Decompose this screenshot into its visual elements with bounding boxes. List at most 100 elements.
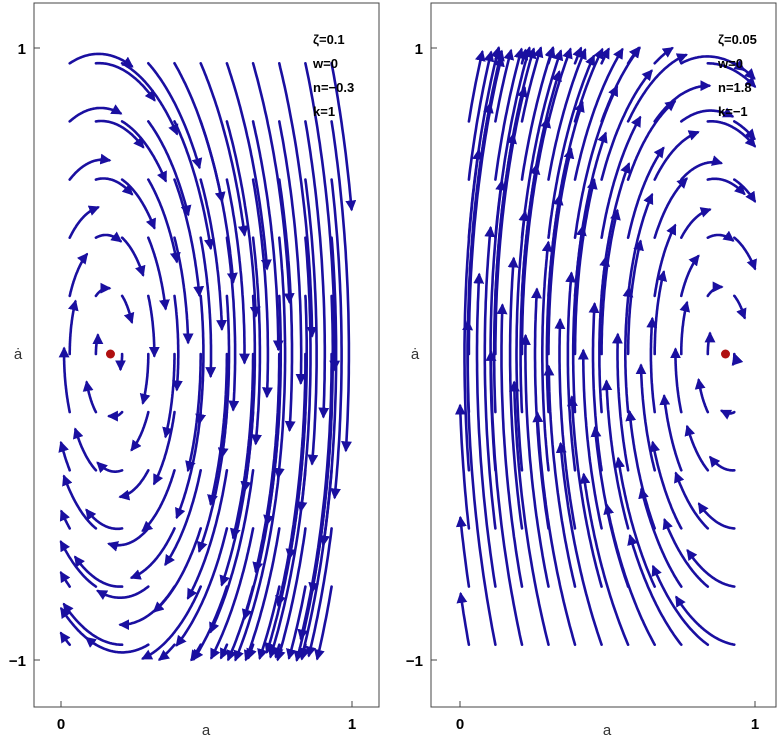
streamline: [68, 205, 100, 239]
streamline: [626, 239, 644, 356]
streamline: [164, 469, 202, 567]
streamline: [153, 410, 176, 486]
streamline: [520, 116, 552, 356]
streamline: [285, 294, 308, 560]
streamline: [74, 555, 124, 588]
streamline: [94, 231, 123, 243]
param-zeta: ζ=0.05: [718, 32, 757, 47]
streamline: [58, 440, 71, 472]
streamline: [600, 162, 631, 298]
streamline: [496, 303, 524, 588]
streamline: [233, 469, 281, 662]
streamline: [225, 120, 261, 318]
y-axis-label: ȧ: [14, 346, 23, 363]
y-tick-label-neg1: −1: [9, 653, 26, 670]
streamline: [147, 236, 170, 311]
streamline: [635, 363, 656, 472]
streamline: [603, 503, 656, 646]
streamline: [455, 515, 471, 588]
streamline: [330, 178, 343, 500]
streamlines: [454, 45, 757, 646]
streamline: [566, 395, 603, 588]
streamline: [296, 236, 312, 513]
streamline: [625, 409, 656, 530]
streamline: [304, 62, 341, 372]
streamline: [573, 178, 598, 356]
param-n: n=−0.3: [313, 80, 354, 95]
streamline: [120, 120, 167, 183]
streamline: [304, 120, 330, 419]
streamline: [709, 455, 736, 472]
streamline: [653, 270, 668, 356]
streamline: [467, 49, 505, 298]
streamline: [706, 230, 735, 242]
streamline: [263, 294, 282, 527]
streamline: [115, 352, 126, 372]
streamline: [120, 236, 146, 277]
streamline: [686, 549, 736, 588]
streamline: [92, 333, 104, 356]
streamline: [649, 440, 683, 530]
streamline: [483, 225, 497, 530]
streamline: [706, 120, 757, 148]
streamline: [573, 47, 604, 123]
streamline: [731, 352, 744, 366]
streamline: [225, 62, 272, 271]
streamline: [120, 294, 135, 324]
streamline: [173, 178, 205, 298]
streamline: [217, 294, 231, 459]
streamline: [94, 282, 112, 298]
streamline: [225, 178, 250, 365]
streamline: [59, 540, 98, 588]
streamline: [573, 131, 608, 298]
left-panel: 0 1 1 −1 a ȧ ζ=0.1 w=0 n=−0.3 k=1: [9, 2, 380, 739]
streamline: [694, 378, 710, 414]
streamline: [680, 254, 700, 298]
param-k: k=1: [313, 104, 335, 119]
streamline: [94, 177, 134, 196]
param-w: w=0: [717, 56, 743, 71]
streamline: [175, 527, 229, 647]
streamline: [273, 236, 287, 480]
streamline: [706, 177, 746, 196]
streamline: [662, 518, 710, 588]
streamline: [679, 300, 691, 356]
streamline: [467, 45, 502, 239]
streamline: [330, 120, 352, 453]
streamline: [199, 236, 217, 379]
streamline: [278, 178, 296, 432]
streamline: [733, 294, 747, 320]
streamline: [107, 527, 150, 552]
y-axis-label: ȧ: [411, 346, 420, 363]
x-axis-label: a: [603, 722, 612, 739]
streamline: [555, 441, 603, 646]
streamline: [130, 410, 150, 452]
streamline: [626, 192, 654, 298]
streamline: [129, 527, 176, 580]
plot-frame: [430, 2, 777, 708]
streamline: [653, 80, 712, 123]
streamline: [520, 70, 562, 298]
streamline: [120, 62, 179, 136]
streamline: [62, 602, 124, 646]
streamline: [627, 534, 683, 646]
streamline: [646, 316, 658, 414]
streamline: [600, 69, 653, 181]
x-tick-label-0: 0: [456, 716, 464, 733]
streamline: [659, 394, 683, 472]
streamline: [118, 469, 150, 501]
streamline: [147, 294, 160, 358]
streamline: [651, 564, 710, 646]
streamline: [626, 53, 688, 123]
streamline: [199, 62, 249, 237]
y-tick-label-neg1: −1: [406, 653, 423, 670]
streamline: [588, 302, 603, 472]
streamline: [120, 178, 156, 230]
streamline: [58, 346, 71, 414]
streamline: [674, 471, 710, 530]
streamline: [733, 178, 756, 203]
streamline: [173, 120, 215, 251]
streamline: [680, 207, 712, 239]
streamline: [275, 527, 307, 662]
